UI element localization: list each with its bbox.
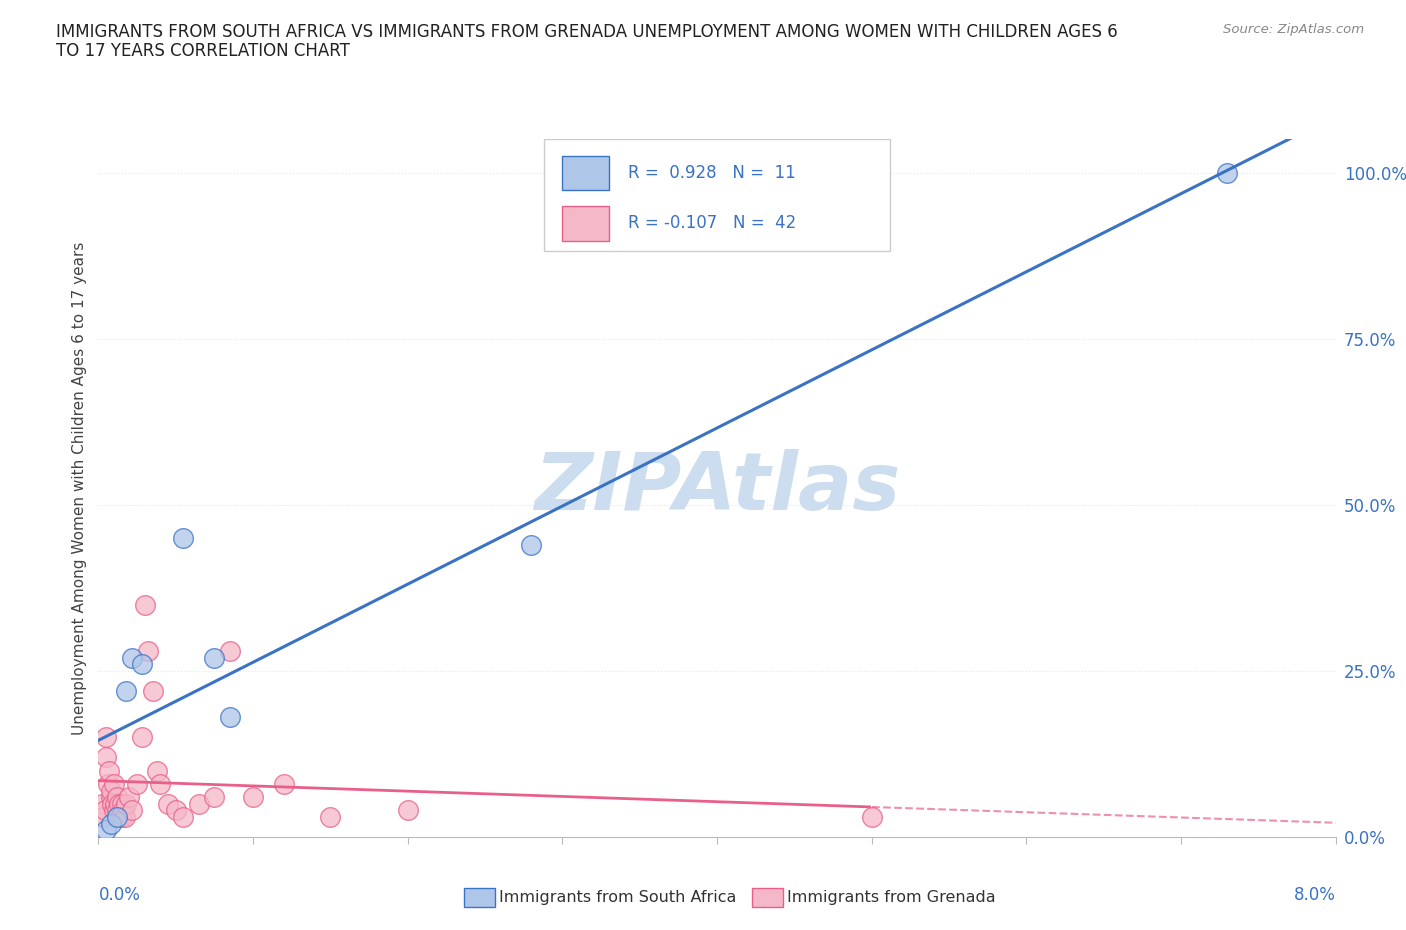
Point <box>103 803 125 817</box>
Bar <box>562 206 609 241</box>
Point <box>111 796 132 811</box>
Point <box>107 796 129 811</box>
Text: Immigrants from South Africa: Immigrants from South Africa <box>499 890 737 905</box>
Point <box>136 644 159 658</box>
Bar <box>562 155 609 191</box>
FancyBboxPatch shape <box>544 140 890 251</box>
Point <box>149 777 172 791</box>
Point <box>105 790 128 804</box>
Point <box>100 817 122 831</box>
Point <box>101 796 124 811</box>
Point <box>98 764 121 778</box>
Point <box>114 810 136 825</box>
Point <box>134 597 156 612</box>
Point <box>100 790 122 804</box>
Text: R =  0.928   N =  11: R = 0.928 N = 11 <box>628 164 796 182</box>
Point <box>219 710 242 724</box>
Text: TO 17 YEARS CORRELATION CHART: TO 17 YEARS CORRELATION CHART <box>56 42 350 60</box>
Point <box>273 777 295 791</box>
Point <box>165 803 187 817</box>
Text: ZIPAtlas: ZIPAtlas <box>534 449 900 527</box>
Text: IMMIGRANTS FROM SOUTH AFRICA VS IMMIGRANTS FROM GRENADA UNEMPLOYMENT AMONG WOMEN: IMMIGRANTS FROM SOUTH AFRICA VS IMMIGRAN… <box>56 23 1118 41</box>
Point <box>105 803 128 817</box>
Point <box>242 790 264 804</box>
Text: 8.0%: 8.0% <box>1294 885 1336 904</box>
Point <box>520 538 543 552</box>
Point <box>118 790 141 804</box>
Point <box>1216 166 1239 180</box>
Point <box>108 810 131 825</box>
Point <box>105 810 128 825</box>
Point <box>96 823 118 838</box>
Point <box>121 803 143 817</box>
Point <box>103 777 125 791</box>
Point <box>115 684 138 698</box>
Point <box>188 796 211 811</box>
Point <box>319 810 342 825</box>
Point <box>104 796 127 811</box>
Point <box>121 650 143 665</box>
Point <box>112 803 135 817</box>
Point <box>131 730 153 745</box>
Point <box>96 750 118 764</box>
Point <box>172 810 194 825</box>
Point <box>204 650 226 665</box>
Point <box>141 684 165 698</box>
Text: Immigrants from Grenada: Immigrants from Grenada <box>787 890 995 905</box>
Y-axis label: Unemployment Among Women with Children Ages 6 to 17 years: Unemployment Among Women with Children A… <box>72 242 87 735</box>
Point <box>157 796 180 811</box>
Point <box>93 803 115 817</box>
Point <box>219 644 242 658</box>
Point <box>100 783 122 798</box>
Point <box>111 810 132 825</box>
Point <box>127 777 149 791</box>
Point <box>97 777 120 791</box>
Point <box>396 803 419 817</box>
Text: 0.0%: 0.0% <box>98 885 141 904</box>
Point <box>131 657 153 671</box>
Text: R = -0.107   N =  42: R = -0.107 N = 42 <box>628 214 796 232</box>
Point <box>91 810 114 825</box>
Point <box>96 730 118 745</box>
Point <box>204 790 226 804</box>
Point <box>172 531 194 546</box>
Point <box>90 796 112 811</box>
Point <box>860 810 883 825</box>
Point <box>115 796 138 811</box>
Point <box>146 764 169 778</box>
Text: Source: ZipAtlas.com: Source: ZipAtlas.com <box>1223 23 1364 36</box>
